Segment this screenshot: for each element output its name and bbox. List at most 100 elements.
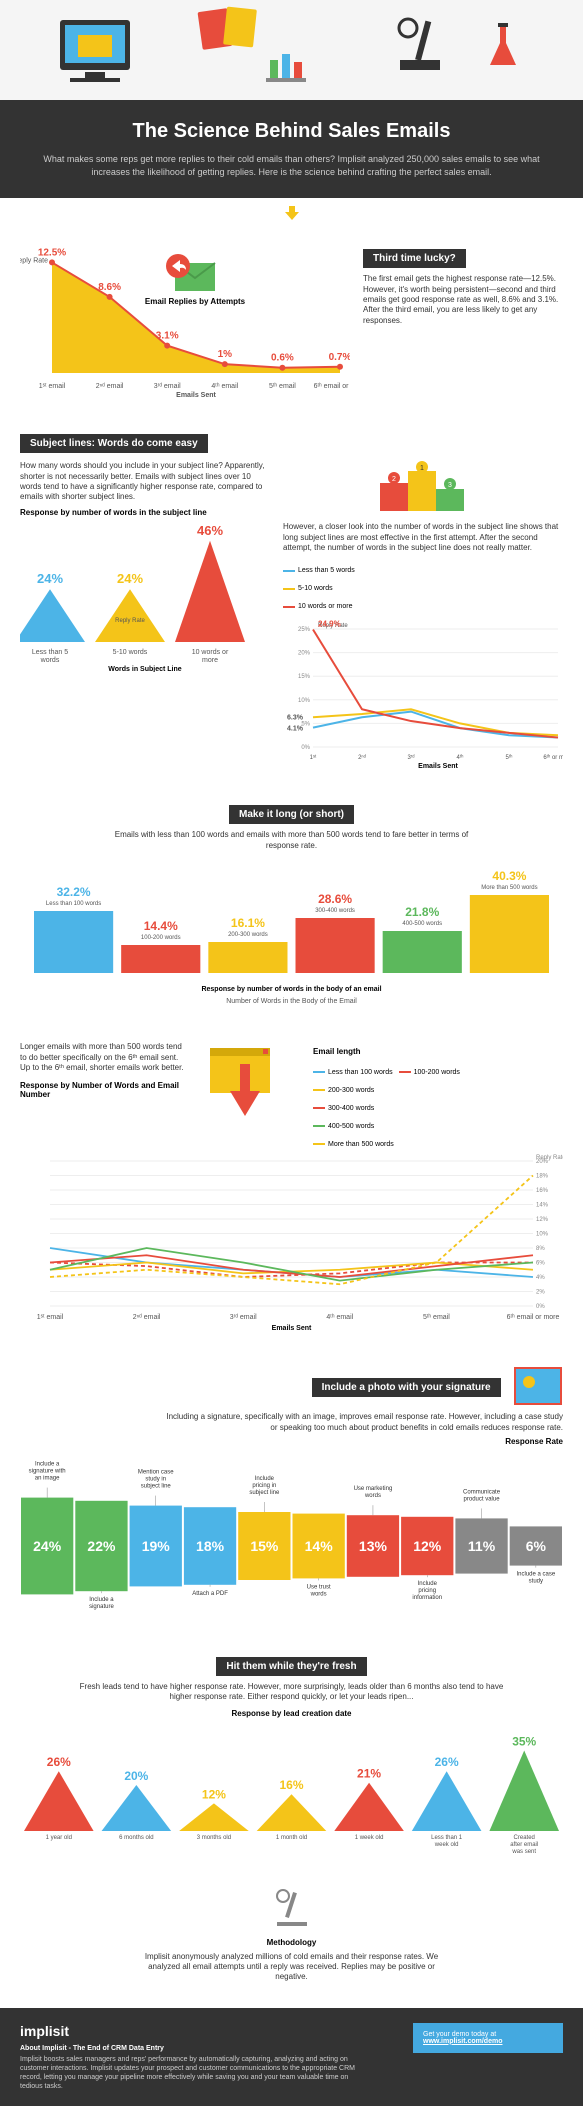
svg-text:Communicate: Communicate	[463, 1489, 501, 1495]
svg-text:4.1%: 4.1%	[287, 726, 304, 733]
svg-text:Include a case: Include a case	[516, 1572, 555, 1578]
svg-text:28.6%: 28.6%	[318, 892, 352, 906]
svg-text:Include: Include	[255, 1476, 275, 1482]
svg-text:12%: 12%	[536, 1217, 549, 1223]
svg-text:Emails Sent: Emails Sent	[176, 392, 216, 398]
cta-link[interactable]: www.implisit.com/demo	[423, 2038, 553, 2045]
legend-item: 300-400 words	[313, 1105, 374, 1112]
svg-text:8%: 8%	[536, 1246, 545, 1252]
podium-icon: 1 2 3	[368, 461, 478, 516]
cta-line1: Get your demo today at	[423, 2031, 553, 2038]
svg-text:10%: 10%	[298, 698, 311, 704]
svg-text:24%: 24%	[33, 1538, 62, 1554]
svg-text:24%: 24%	[37, 571, 63, 586]
legend-item: 100-200 words	[399, 1069, 460, 1076]
svg-text:study in: study in	[145, 1477, 166, 1483]
svg-text:after email: after email	[510, 1842, 538, 1848]
sec1-area-chart: 12.5%1ˢᵗ email8.6%2ⁿᵈ email3.1%3ʳᵈ email…	[20, 248, 350, 398]
svg-text:Include a: Include a	[35, 1462, 60, 1468]
svg-text:2ⁿᵈ: 2ⁿᵈ	[358, 754, 366, 761]
svg-text:Created: Created	[514, 1835, 535, 1841]
sec4-multiline-chart: 0%2%4%6%8%10%12%14%16%18%20%1ˢᵗ email2ⁿᵈ…	[20, 1151, 563, 1331]
method-text: Implisit anonymously analyzed millions o…	[132, 1952, 452, 1983]
section-subject-lines: Subject lines: Words do come easy How ma…	[0, 418, 583, 789]
svg-text:4ᵗʰ email: 4ᵗʰ email	[211, 383, 238, 390]
svg-text:Less than 100 words: Less than 100 words	[46, 901, 101, 907]
svg-text:6ᵗʰ or more: 6ᵗʰ or more	[543, 754, 563, 761]
svg-text:0.6%: 0.6%	[271, 353, 294, 364]
svg-text:6.3%: 6.3%	[287, 715, 304, 722]
hero-title: The Science Behind Sales Emails	[30, 120, 553, 143]
svg-text:6 months old: 6 months old	[119, 1835, 153, 1841]
svg-text:Use marketing: Use marketing	[354, 1486, 393, 1492]
svg-text:19%: 19%	[142, 1538, 171, 1554]
section-photo-signature: Include a photo with your signature Incl…	[0, 1351, 583, 1641]
svg-text:13%: 13%	[359, 1538, 388, 1554]
svg-text:Number of Words in the Body of: Number of Words in the Body of the Email	[226, 998, 357, 1005]
legend-item: Less than 100 words	[313, 1069, 393, 1076]
svg-text:10%: 10%	[536, 1232, 549, 1238]
svg-text:Use trust: Use trust	[307, 1584, 331, 1590]
svg-text:signature: signature	[89, 1604, 114, 1610]
svg-text:words: words	[310, 1591, 327, 1597]
svg-text:8.6%: 8.6%	[98, 282, 121, 293]
svg-text:32.2%: 32.2%	[57, 885, 91, 899]
svg-text:6%: 6%	[536, 1261, 545, 1267]
svg-text:Reply Rate: Reply Rate	[115, 618, 145, 624]
svg-text:10 words ormore: 10 words ormore	[192, 649, 229, 664]
section-fresh-leads: Hit them while they're fresh Fresh leads…	[0, 1641, 583, 1873]
sec5-text: Including a signature, specifically with…	[163, 1412, 563, 1433]
hero: The Science Behind Sales Emails What mak…	[0, 100, 583, 198]
sec4-text: Longer emails with more than 500 words t…	[20, 1042, 190, 1073]
section-third-time-lucky: Third time lucky? The first email gets t…	[0, 233, 583, 418]
svg-text:Words in Subject Line: Words in Subject Line	[108, 666, 181, 672]
svg-text:6ᵗʰ email or more: 6ᵗʰ email or more	[314, 383, 350, 390]
svg-text:words: words	[364, 1493, 381, 1499]
svg-text:5-10 words: 5-10 words	[113, 649, 148, 656]
svg-text:3: 3	[448, 482, 452, 489]
svg-text:Reply Rate: Reply Rate	[20, 258, 48, 265]
svg-text:1%: 1%	[218, 349, 233, 360]
sec2-sub: Response by number of words in the subje…	[20, 508, 270, 517]
sec2-right-text: However, a closer look into the number o…	[283, 522, 563, 553]
sec5-title: Include a photo with your signature	[312, 1378, 501, 1397]
svg-text:Mention case: Mention case	[138, 1470, 174, 1476]
svg-text:100-200 words: 100-200 words	[141, 935, 181, 941]
svg-text:4%: 4%	[536, 1275, 545, 1281]
section-methodology: Methodology Implisit anonymously analyze…	[0, 1873, 583, 2008]
arrow-divider	[0, 198, 583, 233]
sec4-legend-title: Email length	[313, 1047, 563, 1056]
svg-text:information: information	[412, 1595, 442, 1601]
svg-text:6%: 6%	[526, 1538, 547, 1554]
svg-text:3ʳᵈ: 3ʳᵈ	[407, 754, 414, 761]
svg-text:26%: 26%	[435, 1755, 459, 1769]
svg-text:signature with: signature with	[29, 1469, 66, 1475]
svg-text:14%: 14%	[305, 1538, 334, 1554]
svg-text:1 year old: 1 year old	[46, 1835, 72, 1841]
svg-text:0.7%: 0.7%	[329, 352, 350, 363]
sec2-line-chart: 0%5%10%15%20%25%1ˢᵗ2ⁿᵈ3ʳᵈ4ᵗʰ5ᵗʰ6ᵗʰ or mo…	[283, 619, 563, 769]
svg-text:12%: 12%	[413, 1538, 442, 1554]
svg-text:3ʳᵈ email: 3ʳᵈ email	[154, 383, 181, 390]
svg-text:pricing: pricing	[418, 1588, 436, 1594]
svg-text:14%: 14%	[536, 1203, 549, 1209]
sec4-sub: Response by Number of Words and Email Nu…	[20, 1081, 190, 1099]
svg-text:week old: week old	[434, 1842, 459, 1848]
sec6-text: Fresh leads tend to have higher response…	[72, 1682, 512, 1703]
svg-text:21.8%: 21.8%	[405, 905, 439, 919]
svg-text:was sent: was sent	[511, 1849, 536, 1853]
svg-text:4ᵗʰ: 4ᵗʰ	[457, 754, 464, 761]
svg-text:14.4%: 14.4%	[144, 919, 178, 933]
svg-text:2: 2	[392, 476, 396, 483]
svg-text:1ˢᵗ email: 1ˢᵗ email	[39, 383, 66, 390]
sec6-title: Hit them while they're fresh	[216, 1657, 366, 1676]
svg-text:40.3%: 40.3%	[492, 869, 526, 883]
sec3-bar-chart: 32.2% Less than 100 words 14.4% 100-200 wor…	[20, 857, 563, 1007]
svg-text:1: 1	[420, 465, 424, 472]
svg-text:15%: 15%	[250, 1538, 279, 1554]
svg-text:2%: 2%	[536, 1290, 545, 1296]
method-title: Methodology	[20, 1938, 563, 1947]
svg-text:16%: 16%	[536, 1188, 549, 1194]
cta-box[interactable]: Get your demo today at www.implisit.com/…	[413, 2023, 563, 2053]
sec6-sub: Response by lead creation date	[20, 1709, 563, 1718]
